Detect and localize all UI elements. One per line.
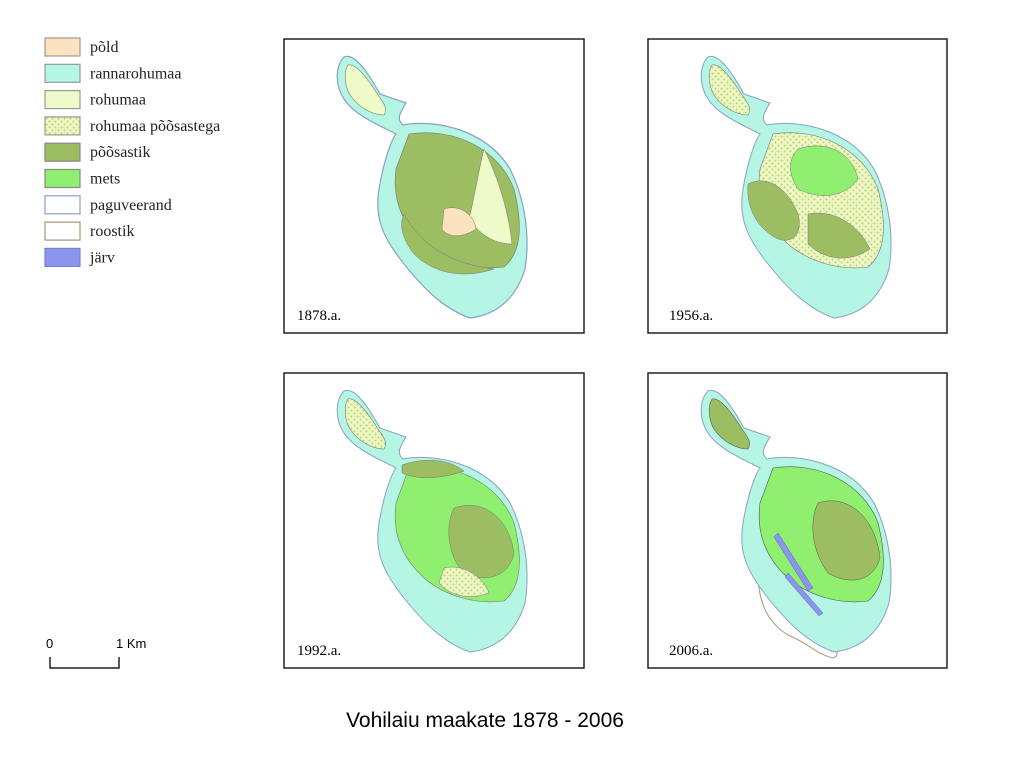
legend-item: põld: [44, 37, 118, 57]
map-panel: 1956.a.: [647, 38, 948, 334]
panel-label: 1992.a.: [297, 643, 341, 659]
area: [468, 148, 513, 245]
legend-label: rohumaa põõsastega: [90, 118, 220, 135]
legend-item: paguveerand: [44, 195, 172, 215]
map-panel: 1992.a.: [283, 372, 585, 669]
legend-label: rannarohumaa: [90, 65, 182, 82]
legend-label: rohumaa: [90, 92, 146, 109]
panel-label: 1956.a.: [669, 308, 713, 324]
legend-item: mets: [44, 168, 120, 189]
area: [747, 180, 800, 241]
legend-item: rohumaa põõsastega: [44, 116, 220, 136]
legend-swatch: [44, 247, 81, 267]
legend-item: järv: [44, 247, 115, 267]
scale-label: 0: [46, 636, 53, 651]
area: [438, 566, 490, 597]
panel-label: 1878.a.: [297, 308, 341, 324]
legend-swatch: [44, 37, 81, 57]
area: [441, 207, 477, 236]
legend-swatch: [44, 168, 81, 189]
map-panel: 1878.a.: [283, 38, 585, 334]
panel-label: 2006.a.: [669, 643, 713, 659]
legend-item: roostik: [44, 221, 134, 241]
area: [401, 460, 465, 479]
lake: [784, 572, 824, 617]
legend-label: põld: [90, 39, 118, 56]
legend-swatch: [44, 221, 81, 241]
area: [448, 505, 515, 579]
legend-item: rohumaa: [44, 89, 146, 110]
legend: põld rannarohumaa rohumaa rohumaa põõsasteg…: [44, 37, 220, 267]
slide-title: Vohilaiu maakate 1878 - 2006: [346, 709, 624, 732]
legend-swatch: [44, 116, 81, 136]
legend-label: põõsastik: [90, 144, 150, 161]
lake: [773, 532, 814, 592]
legend-label: mets: [90, 171, 120, 188]
legend-label: roostik: [90, 223, 134, 240]
legend-swatch: [44, 89, 81, 110]
legend-swatch: [44, 142, 81, 162]
scale-bar: 0 1 Km: [46, 636, 146, 669]
legend-swatch: [44, 195, 81, 215]
area: [401, 213, 495, 275]
legend-swatch: [44, 63, 81, 83]
area: [807, 212, 871, 259]
area: [812, 500, 881, 581]
legend-item: rannarohumaa: [44, 63, 182, 83]
legend-label: järv: [89, 249, 115, 266]
legend-item: põõsastik: [44, 142, 150, 162]
map-panel: 2006.a.: [647, 372, 948, 669]
scale-line: [49, 657, 120, 669]
area: [790, 145, 859, 196]
legend-label: paguveerand: [90, 197, 172, 214]
scale-label: 1 Km: [116, 636, 146, 651]
